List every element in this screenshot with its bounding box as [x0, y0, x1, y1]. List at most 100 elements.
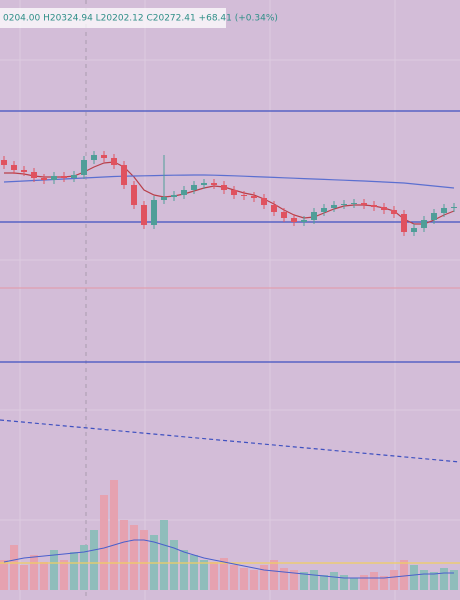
volume-bar [320, 575, 328, 590]
candle-body [171, 195, 177, 197]
volume-bar [0, 560, 8, 590]
volume-bar [380, 576, 388, 590]
candle-body [231, 190, 237, 195]
candle-body [371, 205, 377, 207]
candle-body [121, 165, 127, 185]
candle-body [191, 185, 197, 190]
candle-body [311, 212, 317, 220]
volume-bar [140, 530, 148, 590]
candle-body [181, 190, 187, 195]
trend-line [0, 419, 460, 463]
volume-bar [40, 562, 48, 590]
candle-body [101, 155, 107, 158]
candle-body [361, 203, 367, 205]
volume-bar [310, 570, 318, 590]
volume-bar [130, 525, 138, 590]
volume-bar [240, 568, 248, 590]
volume-bar [290, 570, 298, 590]
volume-bar [50, 550, 58, 590]
candle-body [61, 176, 67, 178]
candle-body [41, 178, 47, 180]
volume-bar [390, 570, 398, 590]
moving-average [3, 174, 455, 189]
volume-bar [110, 480, 118, 590]
candle-body [81, 160, 87, 175]
candle-body [341, 204, 347, 205]
volume-bar [300, 572, 308, 590]
candle-body [221, 185, 227, 190]
candle-body [431, 213, 437, 220]
candle-body [91, 155, 97, 160]
candle-body [411, 228, 417, 232]
candle-body [1, 160, 7, 165]
candle-body [11, 165, 17, 170]
volume-bar [10, 545, 18, 590]
ohlc-label: 0204.00 H20324.94 L20202.12 C20272.41 +6… [3, 14, 278, 24]
volume-bar [440, 568, 448, 590]
volume-bar [250, 570, 258, 590]
volume-bar [210, 562, 218, 590]
volume-bar [430, 572, 438, 590]
volume-bar [350, 578, 358, 590]
candle-body [111, 158, 117, 165]
volume-bar [330, 572, 338, 590]
candle-body [201, 183, 207, 185]
marks [0, 110, 460, 590]
candle-body [141, 205, 147, 225]
candle-body [251, 196, 257, 198]
volume-bar [420, 570, 428, 590]
volume-bar [60, 560, 68, 590]
volume-ma [3, 539, 454, 579]
volume-bar [270, 560, 278, 590]
candle-body [421, 220, 427, 228]
candle-body [291, 218, 297, 222]
candle-body [381, 207, 387, 210]
volume-bar [120, 520, 128, 590]
volume-bar [160, 520, 168, 590]
volume-bar [80, 545, 88, 590]
volume-bar [200, 560, 208, 590]
candle-body [131, 185, 137, 205]
volume-bar [170, 540, 178, 590]
candle-body [321, 208, 327, 212]
candle-body [161, 197, 167, 200]
volume-bar [370, 572, 378, 590]
volume-bar [30, 555, 38, 590]
candle-body [51, 176, 57, 180]
volume-bar [230, 565, 238, 590]
candle-body [301, 220, 307, 222]
candle-body [71, 175, 77, 178]
candle-body [31, 172, 37, 178]
volume-bar [280, 568, 288, 590]
candle-body [391, 210, 397, 214]
volume-bar [90, 530, 98, 590]
volume-bar [450, 570, 458, 590]
moving-average [4, 161, 455, 225]
volume-bar [220, 558, 228, 590]
volume-bar [20, 565, 28, 590]
candle-body [261, 198, 267, 205]
volume-bar [360, 575, 368, 590]
candle-body [441, 208, 447, 213]
volume-bar [400, 560, 408, 590]
volume-bar [410, 565, 418, 590]
volume-bar [100, 495, 108, 590]
volume-bar [190, 555, 198, 590]
volume-bar [260, 565, 268, 590]
candle-body [331, 205, 337, 208]
candle-body [241, 195, 247, 196]
candle-body [211, 183, 217, 185]
candle-body [351, 203, 357, 204]
legend-box [0, 8, 226, 28]
candle-body [151, 200, 157, 225]
volume-bar [340, 575, 348, 590]
candle-body [281, 212, 287, 218]
volume-bar [70, 552, 78, 590]
candle-body [451, 207, 457, 208]
candle-body [21, 170, 27, 172]
candle-body [271, 205, 277, 212]
volume-bar [180, 550, 188, 590]
